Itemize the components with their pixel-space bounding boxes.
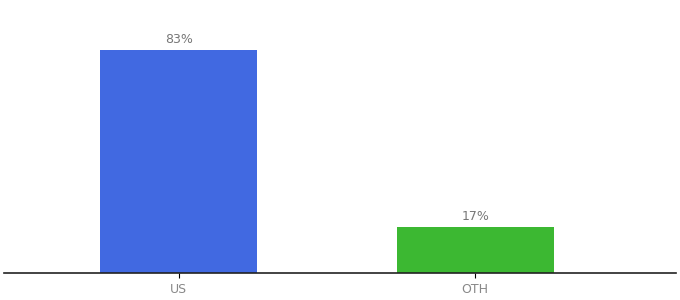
Bar	[396, 227, 554, 273]
Bar	[100, 50, 257, 273]
Text: 17%: 17%	[461, 210, 489, 224]
Text: 83%: 83%	[165, 33, 192, 46]
